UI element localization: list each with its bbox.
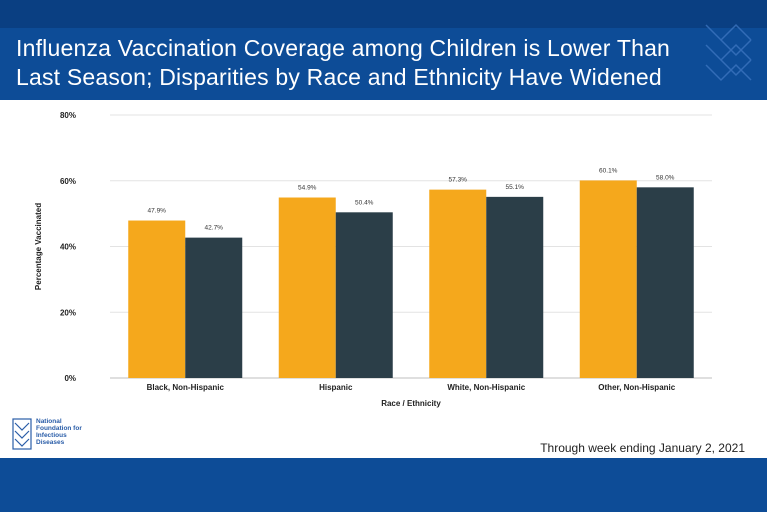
logo-icon	[12, 418, 32, 450]
y-axis-label: Percentage Vaccinated	[34, 203, 43, 290]
bar-series-2	[335, 212, 393, 378]
x-tick-label: White, Non-Hispanic	[447, 383, 525, 392]
y-tick-label: 80%	[60, 111, 76, 120]
bar-chart: 0% 20% 40% 60% 80% Percentage Vaccinated 47.9%…	[34, 111, 712, 408]
y-tick-label: 0%	[64, 374, 76, 383]
bar-series-1	[429, 189, 487, 378]
slide-title-line-2: Last Season; Disparities by Race and Eth…	[16, 64, 662, 90]
bar-series-1	[579, 180, 637, 378]
bar-series-1	[278, 197, 336, 378]
bar-series-2	[486, 196, 544, 378]
logo-text: National Foundation for Infectious Disea…	[36, 418, 82, 446]
y-tick-label: 40%	[60, 243, 76, 252]
data-label: 42.7%	[205, 225, 224, 232]
x-tick-label: Other, Non-Hispanic	[598, 383, 675, 392]
x-tick-label: Black, Non-Hispanic	[147, 383, 225, 392]
x-axis-label: Race / Ethnicity	[381, 399, 441, 408]
logo-line-4: Diseases	[36, 439, 65, 446]
y-tick-label: 20%	[60, 308, 76, 317]
footer-band	[0, 458, 767, 512]
data-label: 50.4%	[355, 199, 374, 206]
data-label: 55.1%	[506, 184, 525, 191]
decorative-pattern-icon	[705, 23, 752, 82]
slide-title-line-1: Influenza Vaccination Coverage among Chi…	[16, 35, 671, 61]
logo-line-2: Foundation for	[36, 425, 82, 432]
header-strip	[0, 0, 767, 28]
logo: National Foundation for Infectious Disea…	[12, 418, 102, 452]
logo-line-3: Infectious	[36, 432, 67, 439]
data-label: 54.9%	[298, 185, 317, 192]
y-tick-label: 60%	[60, 177, 76, 186]
data-label: 58.0%	[656, 174, 675, 181]
bar-series-2	[185, 237, 243, 378]
x-tick-label: Hispanic	[319, 383, 353, 392]
slide-title: Influenza Vaccination Coverage among Chi…	[16, 34, 736, 92]
bar-series-1	[128, 220, 186, 378]
data-label: 57.3%	[449, 177, 468, 184]
logo-line-1: National	[36, 418, 62, 425]
data-label: 60.1%	[599, 167, 618, 174]
data-label: 47.9%	[148, 208, 167, 215]
bar-series-2	[636, 187, 694, 378]
footnote: Through week ending January 2, 2021	[540, 441, 745, 455]
